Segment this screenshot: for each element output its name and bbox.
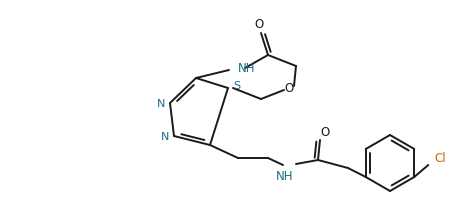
Text: S: S: [233, 81, 241, 91]
Text: O: O: [284, 82, 293, 94]
Text: NH: NH: [238, 61, 255, 74]
Text: N: N: [161, 132, 169, 142]
Text: O: O: [320, 127, 329, 140]
Text: NH: NH: [276, 171, 294, 184]
Text: N: N: [157, 99, 165, 109]
Text: Cl: Cl: [434, 153, 446, 166]
Text: O: O: [255, 18, 264, 31]
